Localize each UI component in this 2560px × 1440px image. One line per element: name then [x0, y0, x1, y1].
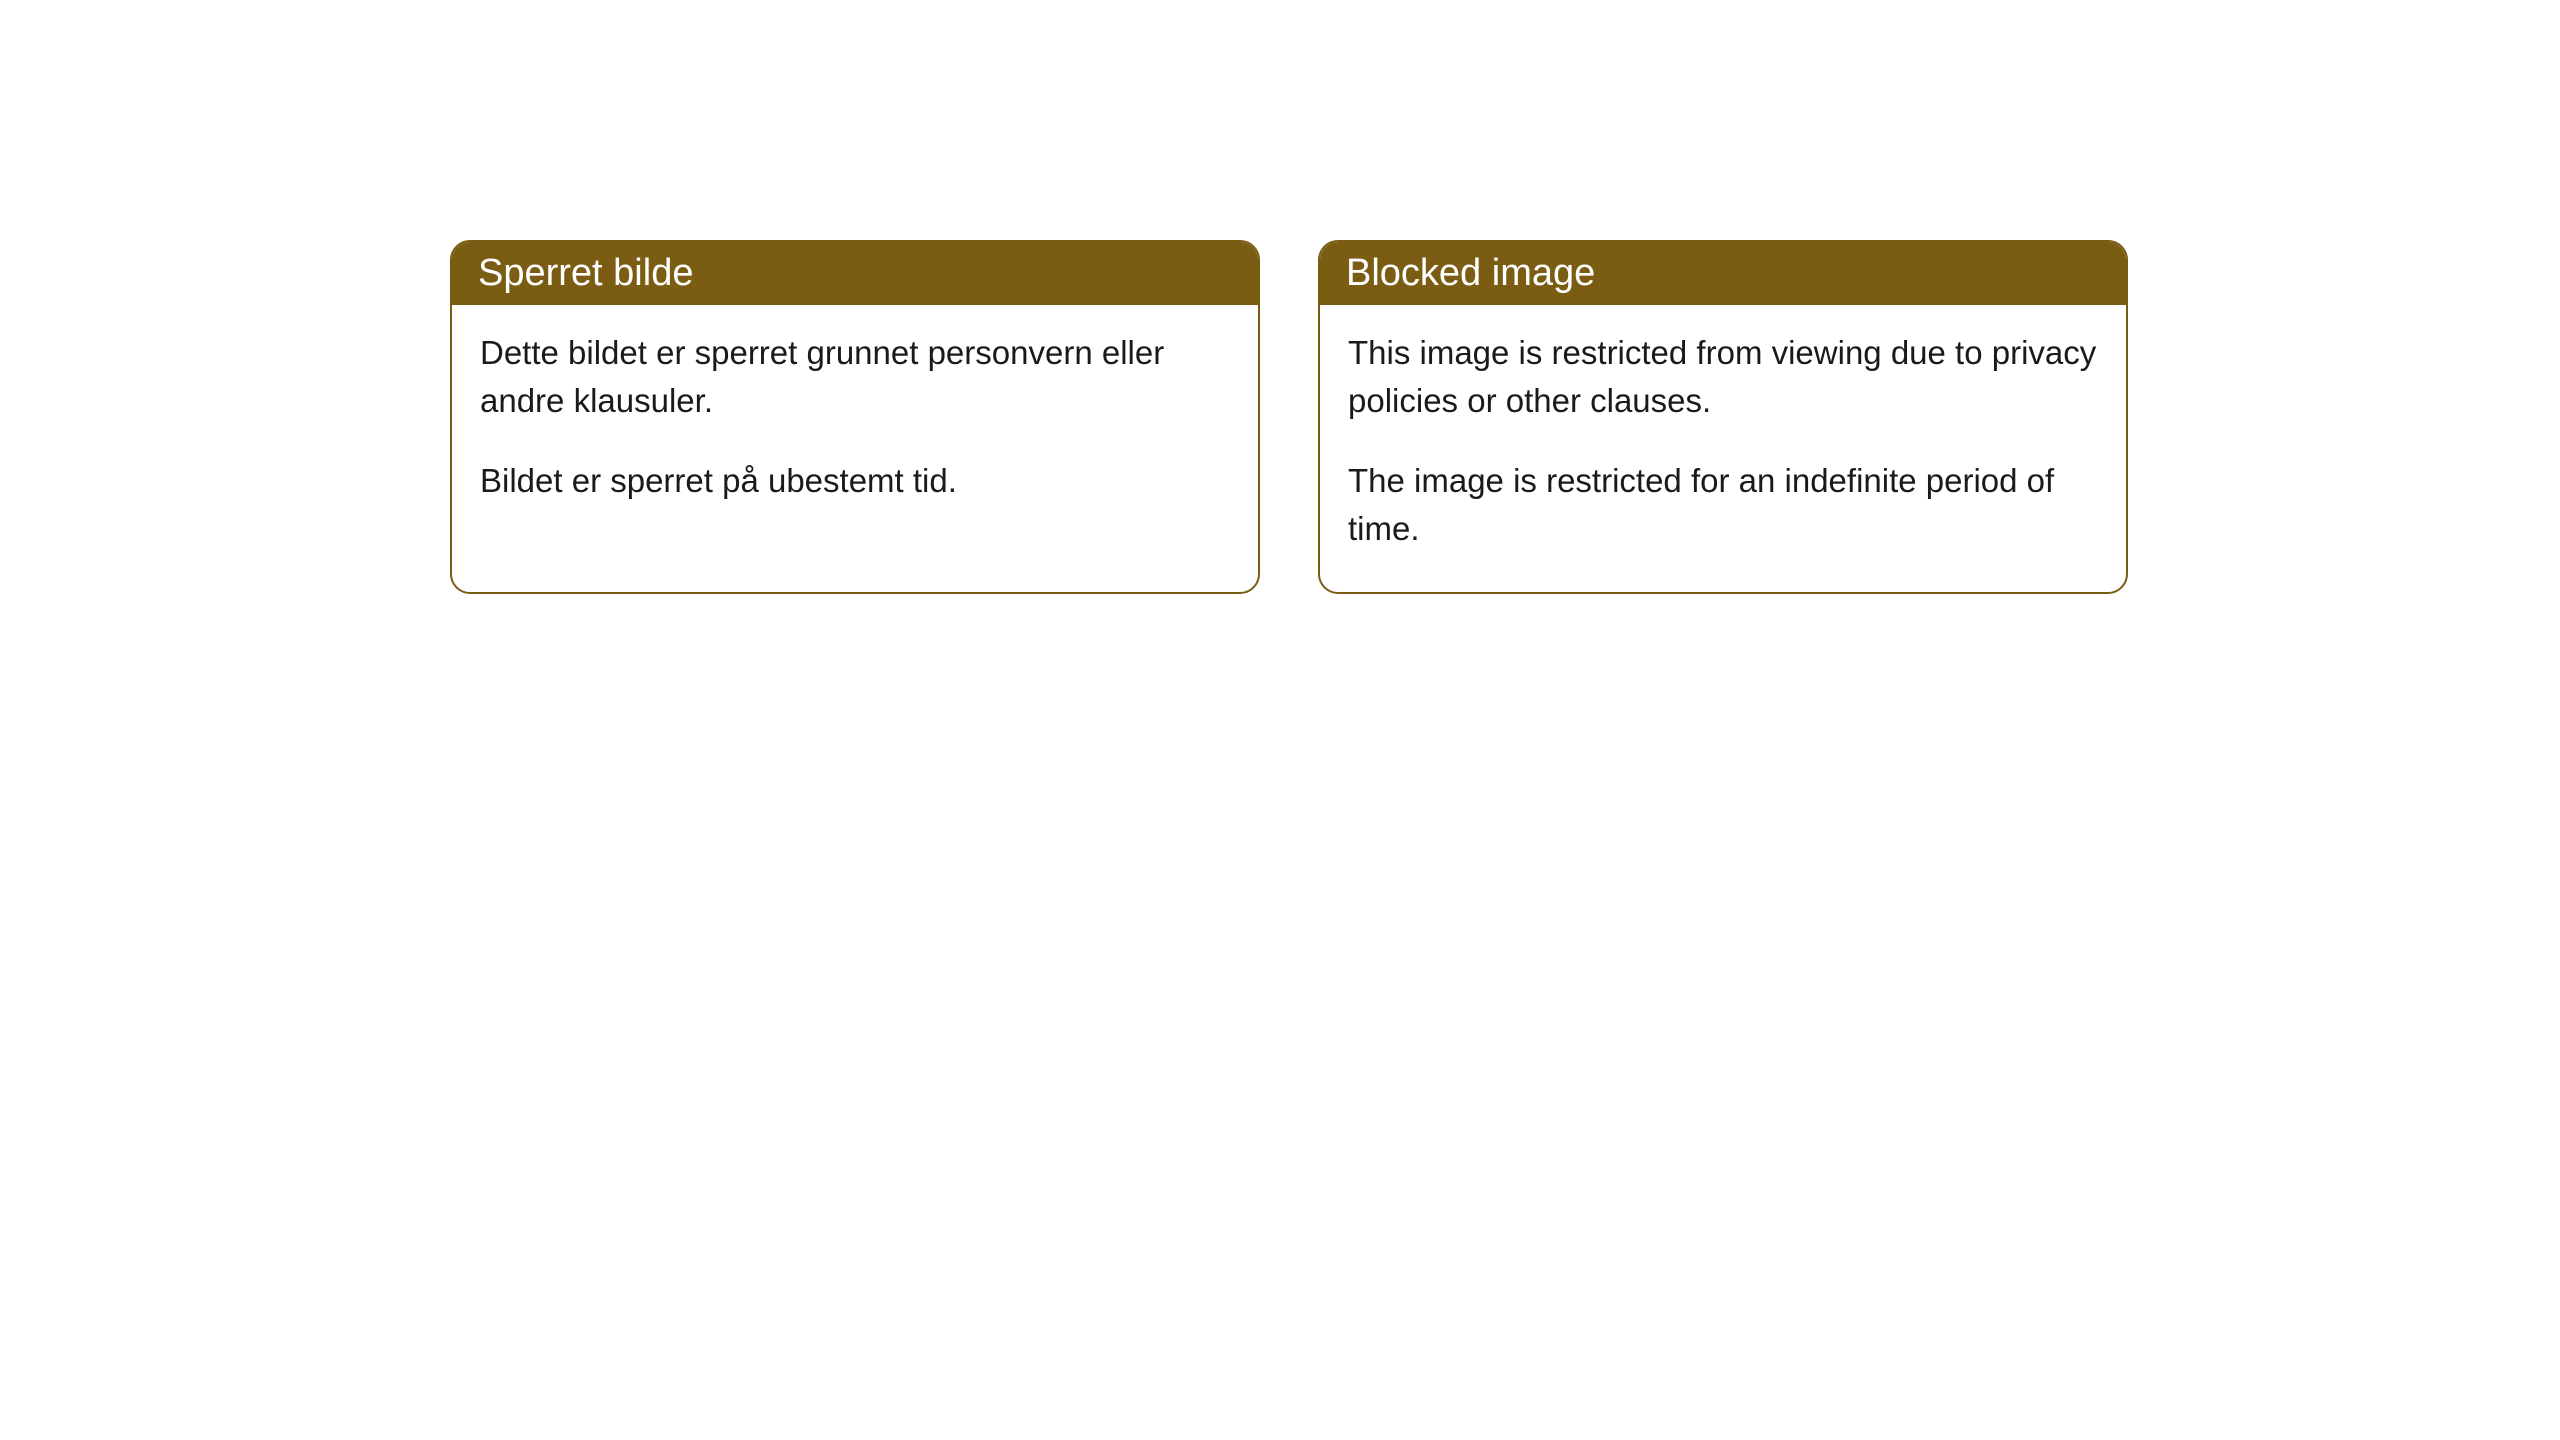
card-title-english: Blocked image — [1346, 252, 1595, 294]
card-header-norwegian: Sperret bilde — [452, 242, 1258, 305]
blocked-image-card-norwegian: Sperret bilde Dette bildet er sperret gr… — [450, 240, 1260, 594]
card-paragraph-1-english: This image is restricted from viewing du… — [1348, 329, 2098, 425]
card-paragraph-2-norwegian: Bildet er sperret på ubestemt tid. — [480, 457, 1230, 505]
card-body-norwegian: Dette bildet er sperret grunnet personve… — [452, 305, 1258, 545]
card-title-norwegian: Sperret bilde — [478, 252, 693, 294]
card-header-english: Blocked image — [1320, 242, 2126, 305]
notice-container: Sperret bilde Dette bildet er sperret gr… — [0, 0, 2560, 594]
card-body-english: This image is restricted from viewing du… — [1320, 305, 2126, 592]
card-paragraph-1-norwegian: Dette bildet er sperret grunnet personve… — [480, 329, 1230, 425]
card-paragraph-2-english: The image is restricted for an indefinit… — [1348, 457, 2098, 553]
blocked-image-card-english: Blocked image This image is restricted f… — [1318, 240, 2128, 594]
